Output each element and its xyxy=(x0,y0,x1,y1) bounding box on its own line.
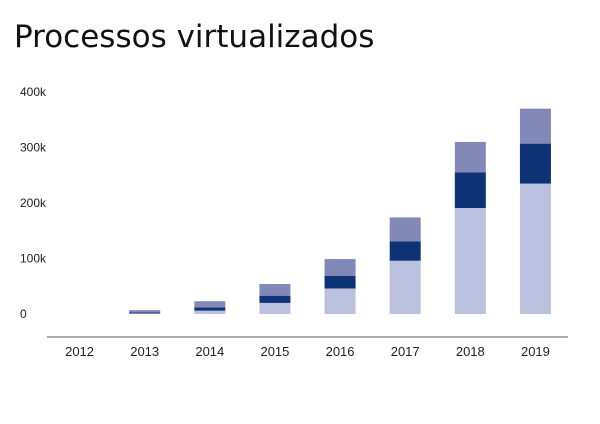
bar-segment-2015-s2 xyxy=(259,295,291,303)
y-tick-label: 400k xyxy=(20,85,47,99)
bar-segment-2015-s1 xyxy=(259,302,291,314)
x-tick-label: 2015 xyxy=(260,344,289,359)
bar-segment-2017-s2 xyxy=(389,241,421,261)
x-tick-label: 2013 xyxy=(130,344,159,359)
bar-segment-2019-s3 xyxy=(519,108,551,144)
x-tick-label: 2016 xyxy=(326,344,355,359)
bar-segment-2013-s1 xyxy=(129,313,161,314)
bar-segment-2013-s2 xyxy=(129,312,161,314)
bar-segment-2016-s3 xyxy=(324,259,356,276)
bar-segment-2016-s1 xyxy=(324,288,356,314)
bar-segment-2018-s3 xyxy=(454,141,486,173)
bar-segment-2019-s1 xyxy=(519,183,551,314)
bars xyxy=(129,108,551,314)
y-tick-label: 0 xyxy=(20,307,27,321)
x-axis-tick-labels: 2012 2013 2014 2015 2016 2017 2018 2019 xyxy=(65,344,550,359)
chart-title: Processos virtualizados xyxy=(14,19,375,55)
y-tick-label: 200k xyxy=(20,196,47,210)
y-tick-label: 100k xyxy=(20,252,47,266)
bar-segment-2017-s3 xyxy=(389,217,421,242)
bar-segment-2018-s2 xyxy=(454,172,486,208)
bar-segment-2017-s1 xyxy=(389,260,421,314)
bar-segment-2014-s3 xyxy=(194,301,226,308)
bar-segment-2014-s1 xyxy=(194,310,226,314)
bar-segment-2019-s2 xyxy=(519,143,551,184)
x-tick-label: 2017 xyxy=(391,344,420,359)
x-tick-label: 2019 xyxy=(521,344,550,359)
bar-segment-2014-s2 xyxy=(194,307,226,311)
bar-segment-2018-s1 xyxy=(454,207,486,314)
y-tick-label: 300k xyxy=(20,141,47,155)
x-tick-label: 2012 xyxy=(65,344,94,359)
x-tick-label: 2018 xyxy=(456,344,485,359)
y-axis-tick-labels: 0 100k 200k 300k 400k xyxy=(20,85,47,321)
x-tick-label: 2014 xyxy=(195,344,224,359)
bar-segment-2013-s3 xyxy=(129,310,161,313)
bar-segment-2015-s3 xyxy=(259,284,291,296)
bar-segment-2016-s2 xyxy=(324,275,356,289)
